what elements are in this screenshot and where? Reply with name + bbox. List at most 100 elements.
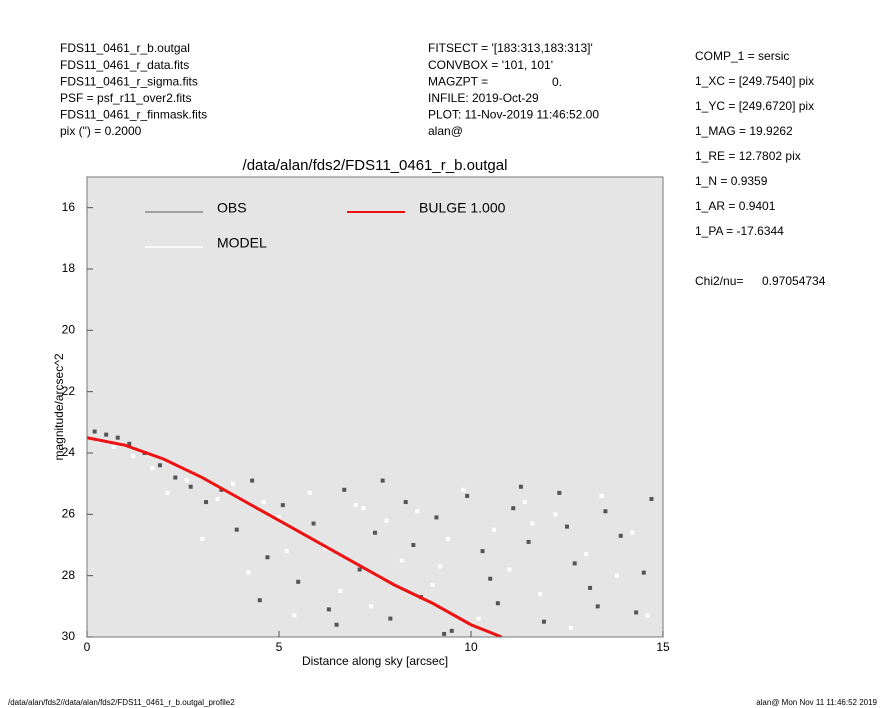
x-tick-label: 15	[656, 640, 670, 654]
data-point	[334, 622, 339, 627]
header-line: pix (") = 0.2000	[60, 124, 142, 138]
data-point	[488, 576, 493, 581]
y-tick-label: 22	[62, 384, 76, 398]
data-point	[292, 613, 297, 618]
data-point	[307, 490, 312, 495]
data-point	[250, 478, 255, 483]
data-point	[599, 493, 604, 498]
data-point	[257, 598, 262, 603]
data-point	[541, 619, 546, 624]
data-point	[353, 503, 358, 508]
plot-area	[87, 177, 663, 637]
data-point	[380, 478, 385, 483]
x-axis-label: Distance along sky [arcsec]	[302, 654, 448, 668]
footer-right: alan@ Mon Nov 11 11:46:52 2019	[756, 698, 877, 707]
data-point	[480, 549, 485, 554]
header-line: FDS11_0461_r_data.fits	[60, 58, 189, 72]
data-point	[445, 536, 450, 541]
data-point	[326, 607, 331, 612]
data-point	[518, 484, 523, 489]
data-point	[200, 536, 205, 541]
data-point	[492, 527, 497, 532]
chart-title: /data/alan/fds2/FDS11_0461_r_b.outgal	[243, 157, 508, 174]
data-point	[584, 552, 589, 557]
data-point	[465, 493, 470, 498]
data-point	[522, 500, 527, 505]
header-line: PLOT: 11-Nov-2019 11:46:52.00	[428, 108, 599, 122]
data-point	[104, 432, 109, 437]
y-tick-label: 30	[62, 629, 76, 643]
data-point	[188, 484, 193, 489]
fit-param: 1_PA = -17.6344	[695, 224, 784, 238]
data-point	[369, 604, 374, 609]
y-tick-label: 26	[62, 507, 76, 521]
data-point	[415, 509, 420, 514]
data-point	[246, 570, 251, 575]
data-point	[165, 490, 170, 495]
data-point	[526, 539, 531, 544]
data-point	[323, 546, 328, 551]
data-point	[92, 429, 97, 434]
fit-param: 1_MAG = 19.9262	[695, 124, 793, 138]
data-point	[399, 558, 404, 563]
data-point	[157, 463, 162, 468]
header-line: FITSECT = '[183:313,183:313]'	[428, 41, 593, 55]
data-point	[603, 509, 608, 514]
fit-param: 1_RE = 12.7802 pix	[695, 149, 801, 163]
header-line: CONVBOX = '101, 101'	[428, 58, 553, 72]
data-point	[284, 549, 289, 554]
y-tick-label: 18	[62, 261, 76, 275]
data-point	[649, 497, 654, 501]
data-point	[361, 506, 366, 511]
data-point	[565, 524, 569, 529]
data-point	[538, 592, 543, 597]
fit-param: 1_XC = [249.7540] pix	[695, 74, 814, 88]
data-point	[595, 604, 600, 609]
data-point	[127, 441, 132, 446]
data-point	[234, 527, 239, 532]
data-point	[568, 625, 573, 630]
data-point	[618, 533, 623, 538]
data-point	[641, 570, 646, 575]
y-tick-label: 20	[62, 323, 76, 337]
fit-param: 1_AR = 0.9401	[695, 199, 776, 213]
header-line: FDS11_0461_r_sigma.fits	[60, 74, 198, 88]
data-point	[215, 497, 220, 501]
fit-param: 1_N = 0.9359	[695, 174, 768, 188]
data-point	[373, 530, 377, 535]
data-point	[495, 601, 500, 606]
data-point	[411, 543, 416, 547]
legend-label: BULGE 1.000	[419, 200, 506, 216]
data-point	[614, 573, 619, 578]
magzpt-value: 0.	[552, 75, 562, 89]
data-point	[507, 567, 512, 572]
data-point	[342, 487, 347, 492]
header-line: INFILE: 2019-Oct-29	[428, 91, 539, 105]
y-tick-label: 24	[62, 445, 76, 459]
data-point	[150, 466, 155, 471]
data-point	[111, 444, 116, 449]
header-line: FDS11_0461_r_finmask.fits	[60, 108, 207, 122]
data-point	[184, 478, 189, 483]
data-point	[449, 628, 454, 633]
data-point	[388, 616, 393, 621]
fit-param: COMP_1 = sersic	[695, 49, 789, 63]
data-point	[261, 500, 266, 505]
data-point	[476, 616, 481, 621]
plot-frame	[86, 176, 664, 638]
header-line: FDS11_0461_r_b.outgal	[60, 41, 190, 55]
data-point	[572, 561, 577, 566]
data-point	[588, 585, 593, 590]
data-point	[403, 500, 408, 505]
data-point	[442, 631, 447, 636]
data-point	[438, 564, 443, 569]
y-axis-label: magnitude/arcsec^2	[52, 353, 66, 460]
data-point	[277, 515, 281, 520]
model-line	[87, 436, 503, 637]
data-point	[430, 582, 435, 587]
header: FDS11_0461_r_b.outgal FDS11_0461_r_data.f…	[60, 41, 814, 238]
header-line: MAGZPT =	[428, 74, 488, 88]
data-point	[630, 530, 635, 535]
y-tick-label: 28	[62, 568, 76, 582]
legend-label: OBS	[217, 200, 247, 216]
